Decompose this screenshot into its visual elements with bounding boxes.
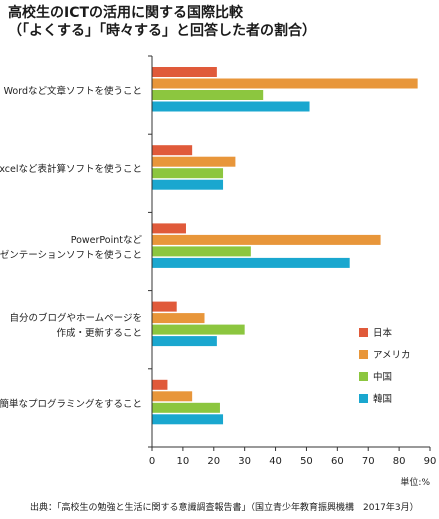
x-tick-label-9: 90 <box>424 456 437 467</box>
legend-swatch-韓国 <box>359 394 368 403</box>
x-tick-label-6: 60 <box>331 456 344 467</box>
category-label-2-0: PowerPointなど <box>71 235 143 246</box>
x-tick-label-0: 0 <box>149 456 155 467</box>
category-label-3-0: 自分のブログやホームページを <box>9 312 142 324</box>
x-tick-label-5: 50 <box>300 456 313 467</box>
bar-韓国-3 <box>152 336 217 347</box>
category-label-0-0: Wordなど文章ソフトを使うこと <box>4 85 142 97</box>
bar-中国-3 <box>152 324 245 335</box>
bar-アメリカ-3 <box>152 313 205 324</box>
bar-アメリカ-4 <box>152 391 193 402</box>
legend-swatch-日本 <box>359 328 368 337</box>
legend-swatch-アメリカ <box>359 350 368 359</box>
x-tick-label-1: 10 <box>177 456 190 467</box>
bar-韓国-0 <box>152 101 310 112</box>
bar-韓国-2 <box>152 257 350 268</box>
category-label-3-1: 作成・更新すること <box>56 327 142 339</box>
legend-swatch-中国 <box>359 372 368 381</box>
legend-label-アメリカ: アメリカ <box>373 350 411 361</box>
bar-日本-1 <box>152 145 193 156</box>
source-note: 出典：「高校生の勉強と生活に関する意識調査報告書」（国立青少年教育振興機構 20… <box>30 503 419 513</box>
category-label-2-1: プレゼンテーションソフトを使うこと <box>0 249 142 261</box>
x-tick-label-2: 20 <box>207 456 220 467</box>
legend-label-中国: 中国 <box>373 371 392 383</box>
category-label-4-0: 簡単なプログラミングをすること <box>0 398 142 410</box>
bar-中国-1 <box>152 168 224 179</box>
legend-label-日本: 日本 <box>373 327 393 339</box>
x-tick-label-3: 30 <box>238 456 251 467</box>
x-tick-label-8: 80 <box>393 456 406 467</box>
x-tick-label-7: 70 <box>362 456 375 467</box>
bar-アメリカ-1 <box>152 156 236 167</box>
bar-韓国-4 <box>152 414 224 425</box>
bar-日本-3 <box>152 301 177 312</box>
x-tick-label-4: 40 <box>269 456 282 467</box>
bar-中国-0 <box>152 90 264 100</box>
title-line-1: 高校生のICTの活用に関する国際比較 <box>8 5 244 21</box>
bar-アメリカ-2 <box>152 234 381 245</box>
bar-韓国-1 <box>152 179 224 190</box>
bar-中国-4 <box>152 402 220 413</box>
bar-アメリカ-0 <box>152 78 418 89</box>
bar-中国-2 <box>152 246 251 257</box>
category-label-1-0: Excelなど表計算ソフトを使うこと <box>0 163 142 175</box>
bar-日本-0 <box>152 67 217 77</box>
bar-日本-2 <box>152 223 186 234</box>
bar-日本-4 <box>152 379 168 390</box>
unit-label: 単位:% <box>400 476 430 488</box>
chart-title: 高校生のICTの活用に関する国際比較 （「よくする」「時々する」と回答した者の割… <box>8 4 438 40</box>
title-line-2: （「よくする」「時々する」と回答した者の割合） <box>8 23 316 39</box>
legend-label-韓国: 韓国 <box>373 394 392 405</box>
